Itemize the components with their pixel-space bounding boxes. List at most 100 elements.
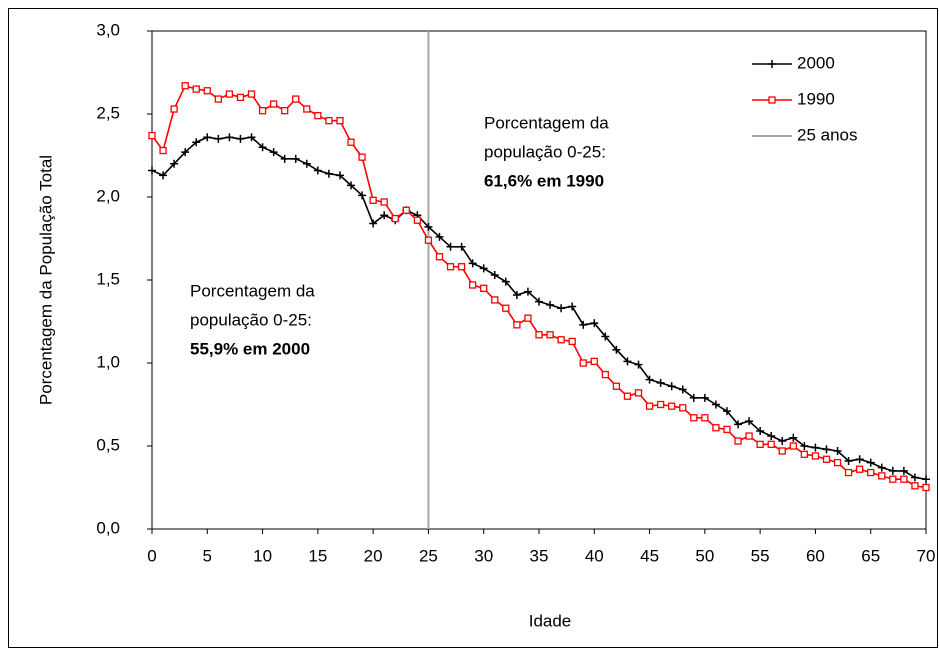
data-point [844, 456, 853, 465]
data-point [711, 400, 720, 409]
data-point [347, 138, 355, 146]
data-point [170, 159, 179, 168]
annotation-text: população 0-25: [484, 142, 606, 161]
data-point [833, 446, 842, 455]
data-point [192, 138, 201, 147]
data-point [634, 360, 643, 369]
data-point [535, 331, 543, 339]
data-point [789, 433, 798, 442]
data-point [889, 475, 897, 483]
data-point [590, 319, 599, 328]
data-point [424, 222, 433, 231]
x-tick-label: 25 [419, 546, 438, 565]
data-point [181, 148, 190, 157]
data-point [192, 85, 200, 93]
data-point [590, 357, 598, 365]
data-point [502, 304, 510, 312]
x-tick-label: 65 [861, 546, 880, 565]
data-point [347, 181, 356, 190]
data-point [855, 455, 864, 464]
chart-frame [8, 8, 938, 648]
data-point [867, 468, 875, 477]
data-point [700, 393, 709, 402]
x-tick-label: 50 [695, 546, 714, 565]
data-point [623, 357, 632, 366]
data-point [512, 290, 521, 299]
data-point [148, 166, 156, 175]
data-point [789, 442, 797, 450]
data-point [490, 271, 499, 280]
data-point [922, 483, 930, 492]
y-tick-label: 2,5 [96, 103, 120, 122]
legend-label: 2000 [797, 53, 835, 72]
x-tick-label: 5 [203, 546, 212, 565]
data-point [435, 253, 444, 261]
data-point [745, 417, 754, 426]
data-point [159, 146, 167, 155]
x-tick-label: 70 [917, 546, 936, 565]
data-point [236, 93, 245, 102]
data-point [579, 320, 588, 329]
data-point [911, 482, 919, 490]
data-point [734, 437, 742, 445]
data-point [148, 131, 156, 140]
data-point [568, 302, 577, 311]
data-point [491, 296, 499, 304]
y-tick-label: 3,0 [96, 20, 120, 39]
data-point [767, 440, 775, 448]
data-point [678, 385, 687, 394]
data-point [856, 465, 864, 473]
data-point [214, 134, 223, 143]
data-point [247, 90, 256, 98]
data-point [756, 427, 765, 436]
data-point [313, 166, 322, 175]
data-point [291, 154, 300, 163]
data-point [303, 105, 311, 113]
data-point [900, 475, 908, 483]
legend-marker [768, 96, 776, 104]
data-point [325, 116, 333, 125]
x-tick-label: 15 [308, 546, 327, 565]
data-point [424, 236, 433, 244]
data-point [767, 432, 776, 441]
data-point [236, 134, 245, 143]
data-point [391, 214, 399, 223]
x-tick-label: 55 [751, 546, 770, 565]
data-point [690, 414, 698, 422]
data-point [203, 133, 212, 142]
data-point [833, 458, 842, 467]
annotation-text: população 0-25: [190, 310, 312, 329]
data-point [679, 404, 687, 412]
data-point [280, 154, 289, 163]
x-axis-title: Idade [529, 611, 572, 630]
data-point [402, 206, 410, 214]
data-point [524, 314, 532, 322]
data-point [292, 95, 300, 103]
data-point [203, 87, 211, 95]
data-point [645, 375, 654, 384]
annotation-text: Porcentagem da [484, 113, 609, 132]
data-point [800, 442, 809, 450]
data-point [413, 216, 422, 224]
data-point [501, 277, 510, 286]
data-point [225, 90, 234, 98]
data-point [922, 475, 930, 484]
data-point [557, 336, 565, 344]
data-point [878, 472, 886, 480]
data-point [899, 466, 908, 475]
data-point [579, 359, 587, 367]
data-point [336, 116, 344, 125]
annotation-bold: 55,9% em 2000 [190, 339, 310, 358]
data-point [668, 402, 676, 410]
data-point [601, 370, 609, 379]
data-point [822, 445, 831, 454]
data-point [335, 171, 344, 180]
data-point [159, 171, 168, 180]
data-point [258, 107, 267, 115]
data-point [877, 463, 886, 472]
data-point [523, 287, 532, 296]
data-point [557, 304, 566, 313]
data-point [723, 425, 731, 434]
